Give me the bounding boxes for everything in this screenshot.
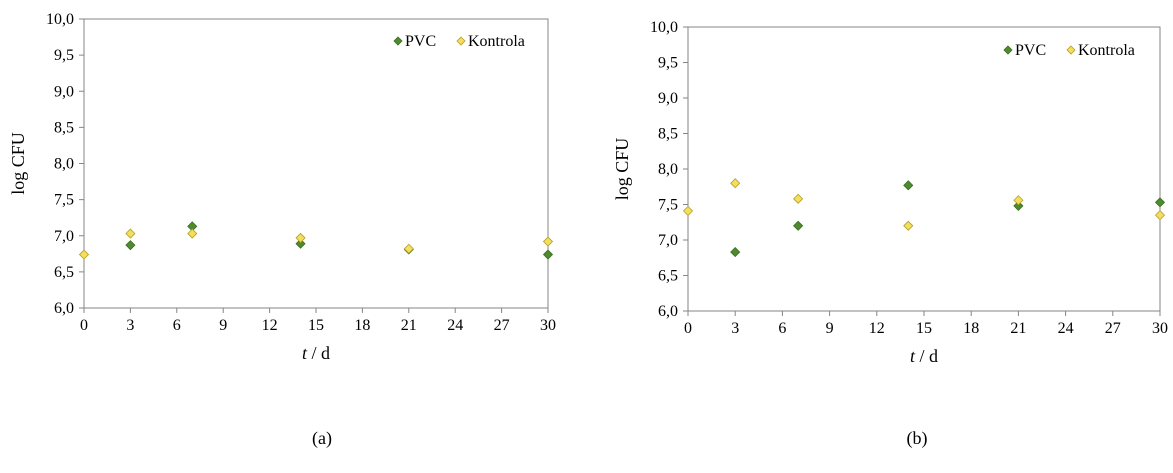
y-tick-label: 6,5 bbox=[658, 268, 678, 285]
data-point-kontrola bbox=[793, 193, 804, 204]
y-tick-label: 8,0 bbox=[658, 161, 678, 178]
legend: PVC Kontrola bbox=[1003, 42, 1135, 59]
chart-panel-a: 6,0 6,5 7,0 7,5 8,0 8,5 9,0 9,5 10,0 0 3 6 9 12 15 18 21… bbox=[8, 11, 556, 449]
x-tick-label: 21 bbox=[1010, 320, 1026, 337]
data-point-kontrola bbox=[903, 220, 914, 231]
x-axis-label: t / d bbox=[910, 346, 938, 366]
legend-marker-pvc bbox=[393, 36, 403, 46]
panel-label: (a) bbox=[312, 428, 332, 449]
x-tick-label: 15 bbox=[916, 320, 932, 337]
x-axis-label: t / d bbox=[302, 343, 330, 363]
x-tick-label: 18 bbox=[963, 320, 979, 337]
y-tick-label: 7,0 bbox=[54, 228, 74, 245]
x-tick-label: 12 bbox=[262, 317, 278, 334]
x-tick-label: 24 bbox=[1058, 320, 1074, 337]
legend-marker-kontrola bbox=[1066, 45, 1076, 55]
plot-area-frame bbox=[687, 26, 1161, 312]
x-tick-label: 27 bbox=[1105, 320, 1121, 337]
x-axis-label-unit: / d bbox=[915, 346, 938, 366]
y-tick-label: 8,5 bbox=[658, 126, 678, 143]
data-point-kontrola bbox=[295, 232, 306, 243]
data-point-kontrola bbox=[78, 249, 90, 260]
data-point-pvc bbox=[903, 180, 914, 191]
data-point-pvc bbox=[1013, 200, 1024, 211]
plot-area-frame bbox=[83, 18, 549, 309]
x-tick-label: 24 bbox=[447, 317, 463, 334]
x-tick-label: 9 bbox=[219, 317, 227, 334]
legend-label-pvc: PVC bbox=[1015, 42, 1046, 59]
legend: PVC Kontrola bbox=[393, 33, 525, 50]
y-tick-label: 7,5 bbox=[54, 192, 74, 209]
x-tick-label: 27 bbox=[494, 317, 510, 334]
y-tick-label: 9,5 bbox=[658, 55, 678, 72]
data-point-pvc bbox=[295, 238, 306, 249]
legend-marker-pvc bbox=[1003, 45, 1013, 55]
y-axis-label: log CFU bbox=[612, 138, 632, 201]
x-tick-label: 0 bbox=[684, 320, 692, 337]
data-point-kontrola bbox=[542, 236, 554, 247]
data-point-pvc bbox=[793, 220, 804, 231]
y-tick-label: 7,0 bbox=[658, 232, 678, 249]
panel-label: (b) bbox=[907, 428, 928, 449]
y-tick-label: 8,5 bbox=[54, 119, 74, 136]
x-tick-label: 30 bbox=[1152, 320, 1168, 337]
data-point-kontrola bbox=[1013, 195, 1024, 206]
data-point-kontrola bbox=[403, 243, 414, 254]
x-tick-label: 9 bbox=[826, 320, 834, 337]
y-axis-label: log CFU bbox=[8, 132, 28, 195]
legend-marker-kontrola bbox=[456, 36, 466, 46]
data-point-kontrola bbox=[682, 205, 694, 216]
y-tick-label: 6,0 bbox=[54, 300, 74, 317]
x-tick-label: 6 bbox=[173, 317, 181, 334]
data-point-pvc bbox=[1154, 197, 1166, 208]
x-tick-label: 30 bbox=[540, 317, 556, 334]
x-tick-label: 18 bbox=[354, 317, 370, 334]
data-point-kontrola bbox=[187, 228, 198, 239]
x-tick-label: 6 bbox=[778, 320, 786, 337]
x-tick-label: 3 bbox=[731, 320, 739, 337]
y-tick-label: 8,0 bbox=[54, 156, 74, 173]
data-point-kontrola bbox=[125, 228, 136, 239]
data-point-pvc bbox=[542, 249, 554, 260]
x-axis-label-variable: t bbox=[302, 343, 308, 363]
y-tick-label: 9,5 bbox=[54, 47, 74, 64]
data-point-pvc bbox=[730, 247, 741, 258]
data-point-pvc bbox=[125, 240, 136, 251]
x-tick-label: 21 bbox=[401, 317, 417, 334]
y-tick-label: 9,0 bbox=[658, 90, 678, 107]
y-tick-label: 10,0 bbox=[46, 11, 74, 28]
y-tick-label: 10,0 bbox=[650, 19, 678, 36]
data-point-kontrola bbox=[730, 178, 741, 189]
y-tick-label: 6,5 bbox=[54, 264, 74, 281]
x-tick-label: 3 bbox=[126, 317, 134, 334]
data-point-kontrola bbox=[1154, 210, 1166, 221]
chart-panel-b: 6,0 6,5 7,0 7,5 8,0 8,5 9,0 9,5 10,0 0 3 6 9 12 15 18 21… bbox=[612, 19, 1168, 449]
x-axis-label-variable: t bbox=[910, 346, 916, 366]
y-tick-label: 7,5 bbox=[658, 197, 678, 214]
legend-label-kontrola: Kontrola bbox=[468, 33, 525, 50]
y-tick-label: 9,0 bbox=[54, 83, 74, 100]
y-tick-label: 6,0 bbox=[658, 303, 678, 320]
x-axis-label-unit: / d bbox=[307, 343, 330, 363]
legend-label-pvc: PVC bbox=[405, 33, 436, 50]
x-tick-label: 0 bbox=[80, 317, 88, 334]
x-tick-label: 12 bbox=[869, 320, 885, 337]
x-tick-label: 15 bbox=[308, 317, 324, 334]
legend-label-kontrola: Kontrola bbox=[1078, 42, 1135, 59]
